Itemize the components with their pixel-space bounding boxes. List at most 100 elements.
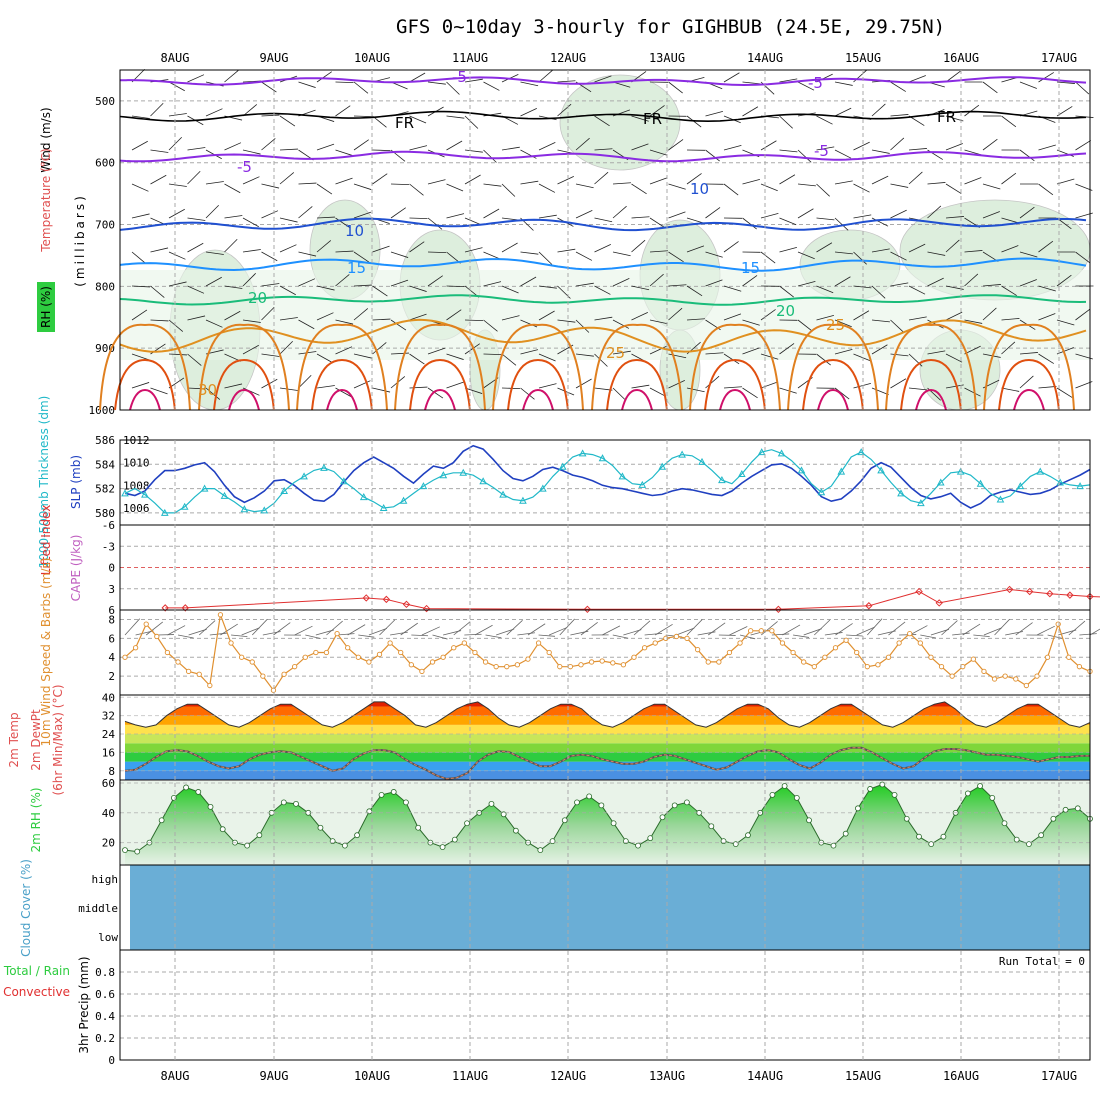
date-label-bottom: 13AUG [649,1069,685,1083]
wind-barb [464,78,483,83]
rh-point [745,832,751,839]
wind-barb [390,352,409,355]
wind-barb-10m [623,629,642,636]
panel-frame-wind [119,609,1091,696]
isotherm-dome-40 [228,388,260,411]
rh-point [867,786,874,792]
wind-barb [538,353,556,362]
cloud-level-label: middle [78,902,118,915]
thickness-point [817,488,826,496]
wind-barb-10m [888,621,906,636]
pressure-tick-label: 800 [95,280,115,293]
isotherm-label: -5 [237,158,252,176]
wind-barb [1075,308,1091,321]
wind-barb [187,315,206,321]
wind-barb [723,386,742,389]
wind-speed-line [124,612,1091,692]
wind-speed-point [917,640,923,646]
wind-barb [205,387,221,400]
isotherm-label: FR [395,114,414,132]
wind-barb-10m [368,627,388,636]
wind-speed-point [398,649,404,656]
wind-barb [520,81,539,87]
wind-barb [409,386,428,389]
wind-speed-point [567,664,574,670]
rh-point [378,792,385,798]
date-label-top: 12AUG [550,51,586,65]
wind-barb [224,70,239,83]
lifted-index-point [1066,591,1074,599]
isotherm-label: -5 [452,68,467,86]
wind-speed-point [801,659,807,665]
wind-speed-point [122,654,128,660]
wind-barb [427,217,443,230]
wind-barb [131,251,147,264]
wind-barb [575,319,590,333]
wind-barb [316,385,335,389]
wind-barb [853,183,870,193]
isotherm-dome-30 [99,323,191,411]
pressure-axis-label: (millibars) [73,193,87,287]
date-label-top: 11AUG [452,51,488,65]
wind-barb [261,138,276,151]
isotherm-dome-30 [591,323,683,411]
wind-barb-10m [793,634,810,638]
wind-barb [945,143,963,151]
isotherm-dome-40 [915,388,947,411]
wind-barb [557,319,576,323]
wind-barb [1056,387,1073,398]
wind-barb-10m [464,633,482,636]
wind-barb [483,208,500,219]
date-label-bottom: 14AUG [747,1069,783,1083]
wind-speed-point [811,664,817,670]
wind-barb [575,137,590,151]
wind-barb-10m [708,622,726,636]
wind-barb [298,374,312,389]
wind-barb [649,387,667,397]
cloud-level-label: low [98,931,118,944]
temp-tick-label: 32 [102,710,115,723]
wind-barb-10m [432,634,448,640]
wind-barb [427,347,446,355]
wind-barb-10m [485,634,502,639]
isotherm-dome-35 [507,358,569,411]
thickness-point [857,448,866,456]
wind-speed-point [143,621,149,627]
wind-barb [594,217,613,223]
wind-barb [150,174,167,185]
wind-speed-point [345,645,351,651]
wind-barb [483,183,502,187]
wind-barb [372,387,391,393]
rh-point [122,847,128,853]
wind-barb [594,115,610,127]
rh-point [415,824,422,831]
wind-barb-10m [305,634,321,639]
rh-point [512,827,519,834]
wind-barb-10m [973,634,990,638]
wind-barb [982,211,1000,219]
wind-barb [557,103,572,117]
wind-barb [834,107,852,117]
wind-barb [816,217,835,221]
thickness-point [160,508,169,516]
isotherm-dome-30 [787,323,879,411]
wind-barb [298,206,313,219]
wind-barb [557,248,576,253]
isotherm-line [119,257,1087,272]
wind-barb [150,149,169,153]
wind-barb [982,307,997,321]
wind-barb [335,319,354,325]
precip-tick-label: 0.2 [95,1032,115,1045]
wind-barb [409,313,427,321]
wind-barb-10m [909,625,928,636]
wind-barb [353,81,369,94]
wind-barb-10m [814,619,831,636]
rh-point [977,783,983,789]
wind-barb [242,176,260,185]
wind-speed-point [578,662,584,668]
wind-barb [705,375,720,389]
panel-frame-precip [119,949,1091,1061]
cape-tick-label: -3 [102,540,115,553]
wind-barb [760,353,779,360]
wind-barb [446,353,464,360]
